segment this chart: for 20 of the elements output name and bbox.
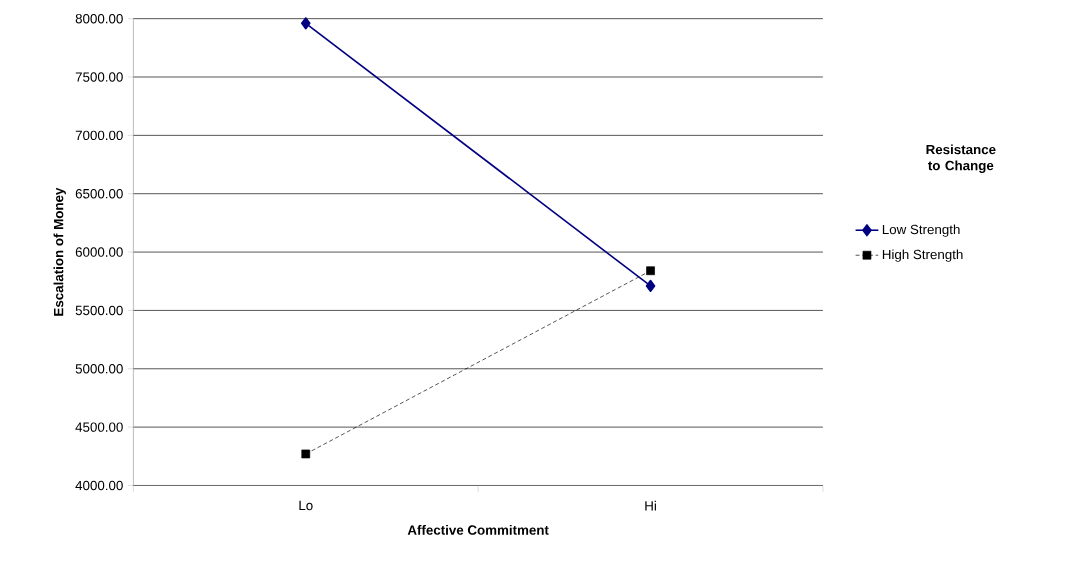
y-tick-label: 6000.00 (75, 247, 123, 257)
point (300, 17, 311, 30)
x-tick-label: Hi (645, 500, 656, 511)
y-tick-label: 5500.00 (75, 305, 123, 316)
point (645, 279, 656, 293)
y-tick-label: 4000.00 (75, 480, 123, 491)
point (646, 266, 655, 276)
y-tick-label: 7000.00 (75, 130, 123, 141)
y-tick-label: 6500.00 (75, 189, 123, 199)
legend-label: High Strength (882, 249, 963, 262)
legend-title: Resistance to Change (926, 144, 996, 174)
y-tick-label: 4500.00 (75, 422, 123, 432)
y-tick-label: 8000.00 (75, 14, 123, 24)
y-tick-label: 5000.00 (75, 364, 123, 374)
x-axis-title: Affective Commitment (407, 525, 549, 535)
y-axis-title: Escalation of Money (53, 187, 66, 316)
y-tick-label: 7500.00 (75, 72, 123, 82)
x-tick-label: Lo (299, 500, 313, 511)
point (301, 449, 311, 459)
legend-label: Low Strength (882, 224, 960, 237)
